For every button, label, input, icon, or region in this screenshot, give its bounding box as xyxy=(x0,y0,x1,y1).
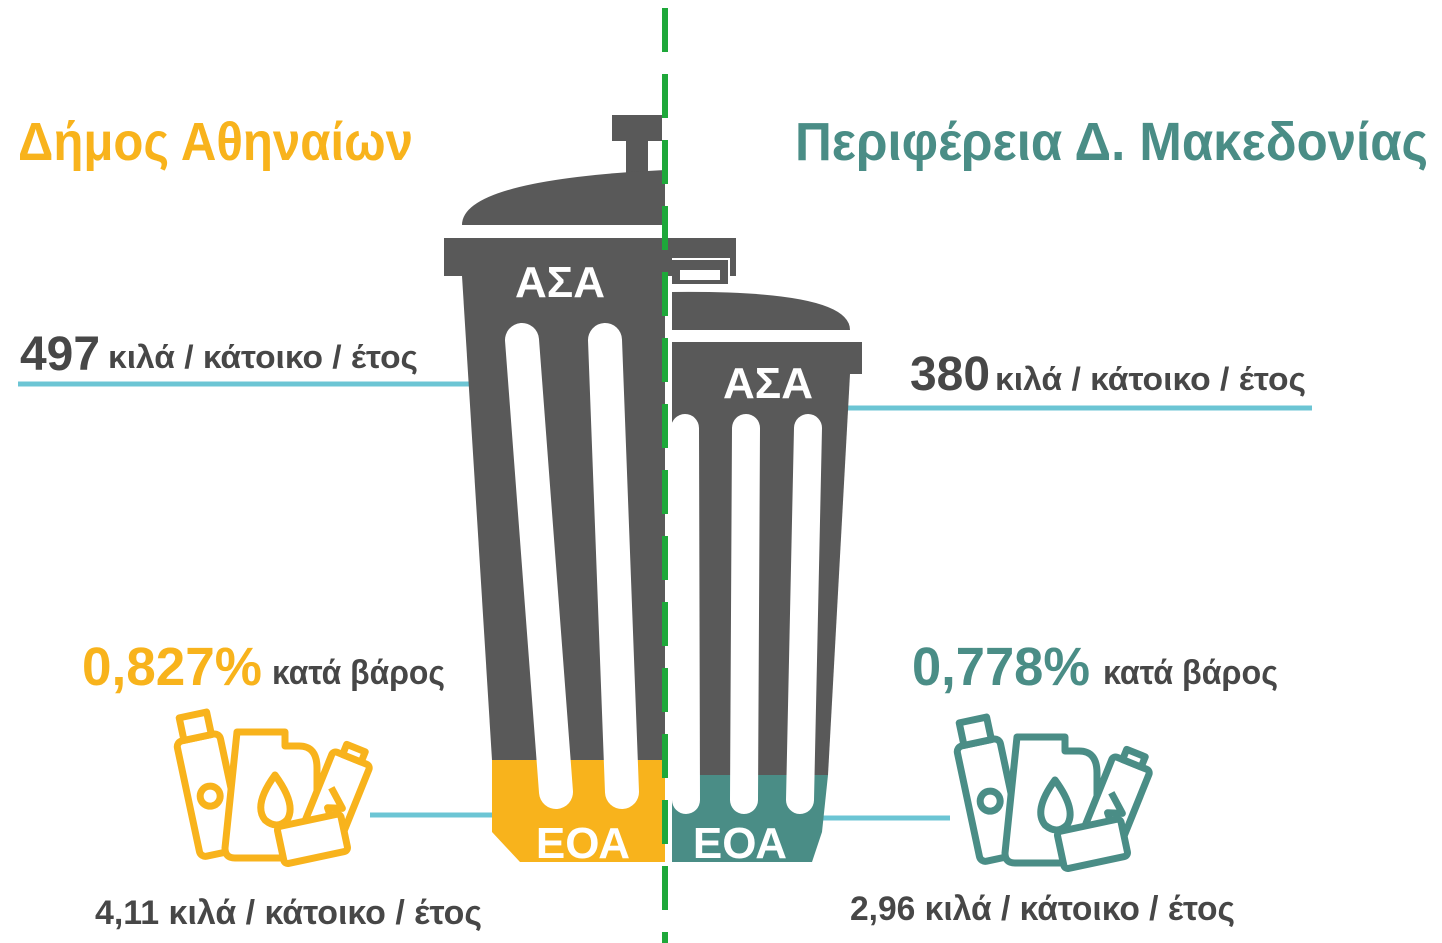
page: Δήμος Αθηναίων 497 κιλά / κάτοικο / έτος… xyxy=(0,0,1442,943)
eoa-share-value: 0,827% xyxy=(82,637,262,697)
infographic: Δήμος Αθηναίων 497 κιλά / κάτοικο / έτος… xyxy=(0,0,1442,943)
hazard-icon xyxy=(951,715,1154,869)
eoa-per-capita: 4,11 κιλά / κάτοικο / έτος xyxy=(95,894,482,932)
per-capita-unit: κιλά / κάτοικο / έτος xyxy=(995,361,1306,397)
region-title: Περιφέρεια Δ. Μακεδονίας xyxy=(795,112,1428,172)
bin-top-label: ΑΣΑ xyxy=(515,258,605,307)
per-capita-unit: κιλά / κάτοικο / έτος xyxy=(108,339,418,375)
eoa-per-capita: 2,96 κιλά / κάτοικο / έτος xyxy=(850,890,1235,928)
bin-top-label: ΑΣΑ xyxy=(723,359,813,408)
per-capita-value: 380 xyxy=(910,348,990,401)
hazard-icon xyxy=(171,710,374,864)
eoa-share-value: 0,778% xyxy=(912,637,1090,697)
eoa-share-unit: κατά βάρος xyxy=(272,654,445,692)
per-capita-value: 497 xyxy=(20,328,100,381)
bin-right xyxy=(672,260,862,862)
region-title: Δήμος Αθηναίων xyxy=(18,112,413,172)
eoa-share-unit: κατά βάρος xyxy=(1103,654,1278,692)
bin-bottom-label: ΕΟΑ xyxy=(536,819,630,868)
bin-bottom-label: ΕΟΑ xyxy=(693,819,787,868)
